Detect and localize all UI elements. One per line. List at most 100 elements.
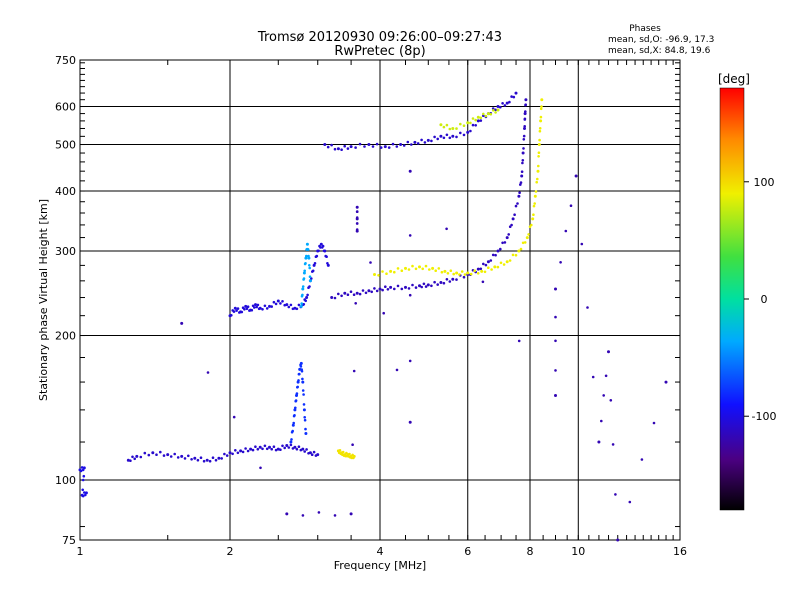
data-point xyxy=(508,100,511,104)
data-point xyxy=(439,134,443,138)
data-point xyxy=(554,369,557,372)
data-point xyxy=(609,399,613,402)
data-point xyxy=(513,213,516,216)
data-point xyxy=(236,307,240,310)
data-point xyxy=(448,280,452,283)
data-point xyxy=(363,145,366,148)
data-point xyxy=(448,127,452,131)
data-point xyxy=(319,242,323,246)
x-tick-label: 1 xyxy=(77,545,84,558)
data-point xyxy=(466,121,470,125)
data-point xyxy=(302,271,306,275)
data-point xyxy=(491,253,495,257)
data-point xyxy=(517,249,521,253)
data-point xyxy=(254,303,257,307)
data-point xyxy=(540,105,543,108)
x-tick-label: 6 xyxy=(464,545,471,558)
data-point xyxy=(473,269,477,273)
data-point xyxy=(290,438,293,441)
data-point xyxy=(79,469,83,473)
data-point xyxy=(525,236,529,240)
data-point xyxy=(449,269,453,273)
data-point xyxy=(261,447,264,451)
data-point xyxy=(494,253,497,257)
data-point xyxy=(469,121,472,125)
data-point xyxy=(81,494,85,498)
data-point xyxy=(536,177,539,181)
data-point xyxy=(258,306,262,310)
data-point xyxy=(408,359,412,363)
data-point xyxy=(476,267,480,271)
data-point xyxy=(523,127,526,130)
data-point xyxy=(346,293,350,297)
data-point xyxy=(479,116,483,120)
data-point xyxy=(139,455,143,459)
data-point xyxy=(311,269,315,273)
data-point xyxy=(510,223,513,227)
data-point xyxy=(304,262,307,265)
data-point xyxy=(340,148,343,151)
data-point xyxy=(81,478,85,482)
data-point xyxy=(206,371,210,374)
data-point xyxy=(446,272,450,275)
data-point xyxy=(505,236,509,240)
colorbar-tick-label: 0 xyxy=(761,293,768,306)
data-point xyxy=(308,266,312,270)
data-point xyxy=(445,227,448,231)
data-point xyxy=(386,288,390,291)
data-point xyxy=(496,249,500,253)
data-point xyxy=(514,253,518,257)
data-point xyxy=(241,450,245,454)
data-point xyxy=(258,445,262,449)
data-point xyxy=(652,421,656,425)
data-point xyxy=(413,140,417,144)
data-point xyxy=(375,289,379,293)
data-point xyxy=(270,447,274,451)
data-point xyxy=(499,247,502,251)
colorbar-label: [deg] xyxy=(718,72,750,86)
data-point xyxy=(323,249,327,253)
data-point xyxy=(479,119,483,122)
data-point xyxy=(352,293,356,297)
data-point xyxy=(399,143,403,146)
data-point xyxy=(458,273,461,276)
data-point xyxy=(312,263,316,267)
data-point xyxy=(586,306,589,309)
data-point xyxy=(346,147,350,150)
data-point xyxy=(297,379,300,382)
data-point xyxy=(554,339,557,343)
data-point xyxy=(285,303,289,307)
chart-title: Tromsø 20120930 09:26:00–09:27:43 xyxy=(257,30,502,45)
data-point xyxy=(316,453,320,457)
data-point xyxy=(294,406,297,410)
data-point xyxy=(214,458,218,462)
x-tick-label: 16 xyxy=(673,545,687,558)
data-point xyxy=(349,145,353,149)
data-point xyxy=(482,262,485,266)
data-point xyxy=(249,447,253,451)
data-point xyxy=(455,135,458,139)
data-point xyxy=(430,284,433,288)
data-point xyxy=(223,452,226,456)
data-point xyxy=(407,287,411,290)
data-point xyxy=(305,254,308,258)
data-point xyxy=(371,145,375,148)
data-point xyxy=(521,161,524,165)
data-point xyxy=(536,169,540,173)
data-point xyxy=(162,454,166,457)
data-point xyxy=(233,306,237,310)
data-point xyxy=(508,259,512,262)
data-point xyxy=(317,249,320,253)
data-point xyxy=(455,127,458,130)
data-point xyxy=(462,124,466,127)
data-point xyxy=(418,265,421,269)
data-point xyxy=(308,285,311,288)
colorbar xyxy=(719,87,745,511)
data-point xyxy=(358,142,362,146)
data-point xyxy=(276,299,280,303)
data-point xyxy=(330,296,334,299)
data-point xyxy=(287,446,291,449)
data-point xyxy=(253,306,256,309)
y-tick-label: 75 xyxy=(62,534,76,547)
data-point xyxy=(301,389,305,392)
